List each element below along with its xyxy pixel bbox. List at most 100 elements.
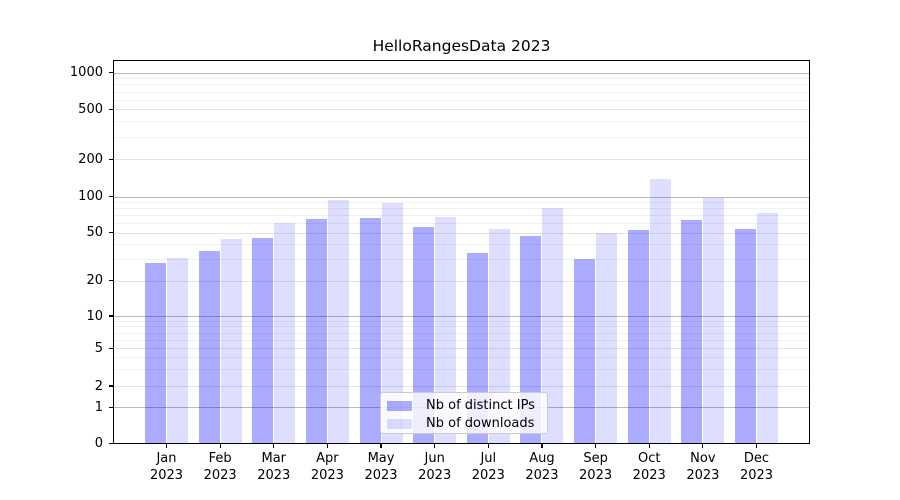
x-tick-mark-sep [594, 443, 597, 448]
x-tick-month: Apr [316, 451, 339, 466]
gridline-y-800 [113, 84, 810, 86]
y-tick-mark-200 [109, 158, 113, 160]
x-tick-year: 2023 [471, 468, 505, 483]
bar-downloads-oct [649, 178, 671, 444]
gridline-y-300 [113, 137, 810, 139]
x-tick-label-sep: Sep 2023 [564, 450, 628, 484]
x-tick-year: 2023 [686, 468, 720, 483]
gridline-y-70 [113, 215, 810, 217]
gridline-y-100 [113, 196, 810, 198]
y-tick-label-500: 500 [78, 101, 103, 117]
y-tick-label-2: 2 [94, 378, 103, 394]
x-tick-year: 2023 [310, 468, 344, 483]
bar-downloads-jun [435, 217, 457, 444]
gridline-y-80 [113, 208, 810, 210]
plot-area [113, 60, 810, 444]
gridline-y-30 [113, 259, 810, 261]
x-tick-label-feb: Feb 2023 [188, 450, 252, 484]
bar-distinct-ips-mar [252, 238, 274, 444]
gridline-y-200 [113, 159, 810, 161]
gridline-y-40 [113, 244, 810, 246]
x-tick-mark-may [380, 443, 382, 448]
bar-downloads-jul [488, 228, 510, 444]
legend-label: Nb of distinct IPs [426, 398, 535, 413]
legend-swatch-icon [387, 400, 412, 411]
gridline-y-90 [113, 202, 810, 204]
x-tick-month: Sep [583, 451, 608, 466]
gridline-y-400 [113, 121, 810, 123]
y-tick-label-10: 10 [86, 308, 103, 324]
x-tick-month: Mar [261, 451, 287, 466]
gridline-y-50 [113, 232, 810, 234]
y-tick-mark-0 [109, 442, 113, 445]
x-tick-label-mar: Mar 2023 [242, 450, 306, 484]
bar-downloads-feb [220, 239, 242, 444]
y-tick-mark-100 [109, 196, 113, 198]
x-tick-year: 2023 [257, 468, 291, 483]
x-tick-label-dec: Dec 2023 [724, 450, 788, 484]
chart-title: HelloRangesData 2023 [372, 37, 551, 55]
y-tick-mark-1 [109, 406, 113, 408]
bar-distinct-ips-may [359, 218, 381, 444]
x-tick-mark-mar [273, 443, 275, 448]
x-tick-month: Jul [480, 451, 497, 466]
y-tick-mark-1000 [109, 72, 113, 74]
gridline-y-6 [113, 339, 810, 341]
x-tick-label-jul: Jul 2023 [456, 450, 520, 484]
gridline-y-500 [113, 109, 810, 111]
x-tick-mark-apr [326, 443, 328, 448]
x-tick-month: Feb [208, 451, 232, 466]
y-tick-label-50: 50 [86, 225, 103, 241]
y-tick-label-200: 200 [78, 151, 103, 167]
x-tick-year: 2023 [739, 468, 774, 483]
bar-distinct-ips-aug [520, 235, 542, 444]
x-tick-label-aug: Aug 2023 [510, 450, 574, 484]
bar-downloads-sep [596, 232, 618, 444]
gridline-y-4 [113, 357, 810, 359]
bar-distinct-ips-dec [734, 228, 756, 444]
x-tick-mark-nov [702, 443, 704, 448]
bar-distinct-ips-apr [305, 219, 327, 444]
bar-distinct-ips-oct [627, 229, 649, 444]
y-tick-mark-10 [109, 315, 113, 317]
x-tick-month: Jan [156, 451, 177, 466]
x-tick-mark-jan [165, 443, 168, 448]
gridline-y-9 [113, 320, 810, 322]
gridline-y-1000 [113, 72, 810, 74]
bar-distinct-ips-jun [413, 226, 435, 444]
y-tick-label-1: 1 [94, 399, 103, 415]
bar-downloads-jan [167, 257, 188, 444]
bar-downloads-mar [274, 223, 296, 444]
x-tick-year: 2023 [632, 468, 666, 483]
gridline-y-3 [113, 369, 810, 371]
legend-item-downloads: Nb of downloads [387, 415, 541, 432]
x-tick-month: Oct [637, 451, 661, 466]
bar-downloads-apr [327, 200, 349, 444]
x-tick-mark-dec [755, 443, 758, 448]
x-tick-year: 2023 [364, 468, 398, 483]
legend-label: Nb of downloads [426, 416, 535, 431]
y-tick-label-0: 0 [94, 436, 103, 451]
gridline-y-8 [113, 326, 810, 328]
y-tick-mark-20 [109, 280, 113, 282]
x-tick-year: 2023 [418, 468, 452, 483]
gridline-y-700 [113, 91, 810, 93]
x-tick-label-jan: Jan 2023 [135, 450, 199, 484]
gridline-y-7 [113, 332, 810, 334]
y-tick-mark-500 [109, 108, 113, 110]
x-tick-label-may: May 2023 [349, 450, 413, 484]
bar-downloads-may [381, 203, 403, 444]
bar-distinct-ips-sep [574, 259, 596, 444]
x-tick-month: Dec [743, 451, 770, 466]
x-tick-label-jun: Jun 2023 [403, 450, 467, 484]
y-tick-label-1000: 1000 [69, 65, 103, 81]
gridline-y-5 [113, 348, 810, 350]
x-tick-mark-jun [434, 443, 436, 448]
x-tick-mark-jul [487, 443, 489, 448]
x-tick-month: May [367, 451, 395, 466]
bar-distinct-ips-nov [681, 219, 703, 444]
gridline-y-900 [113, 78, 810, 80]
y-tick-mark-2 [109, 385, 113, 387]
y-tick-mark-5 [109, 347, 113, 349]
